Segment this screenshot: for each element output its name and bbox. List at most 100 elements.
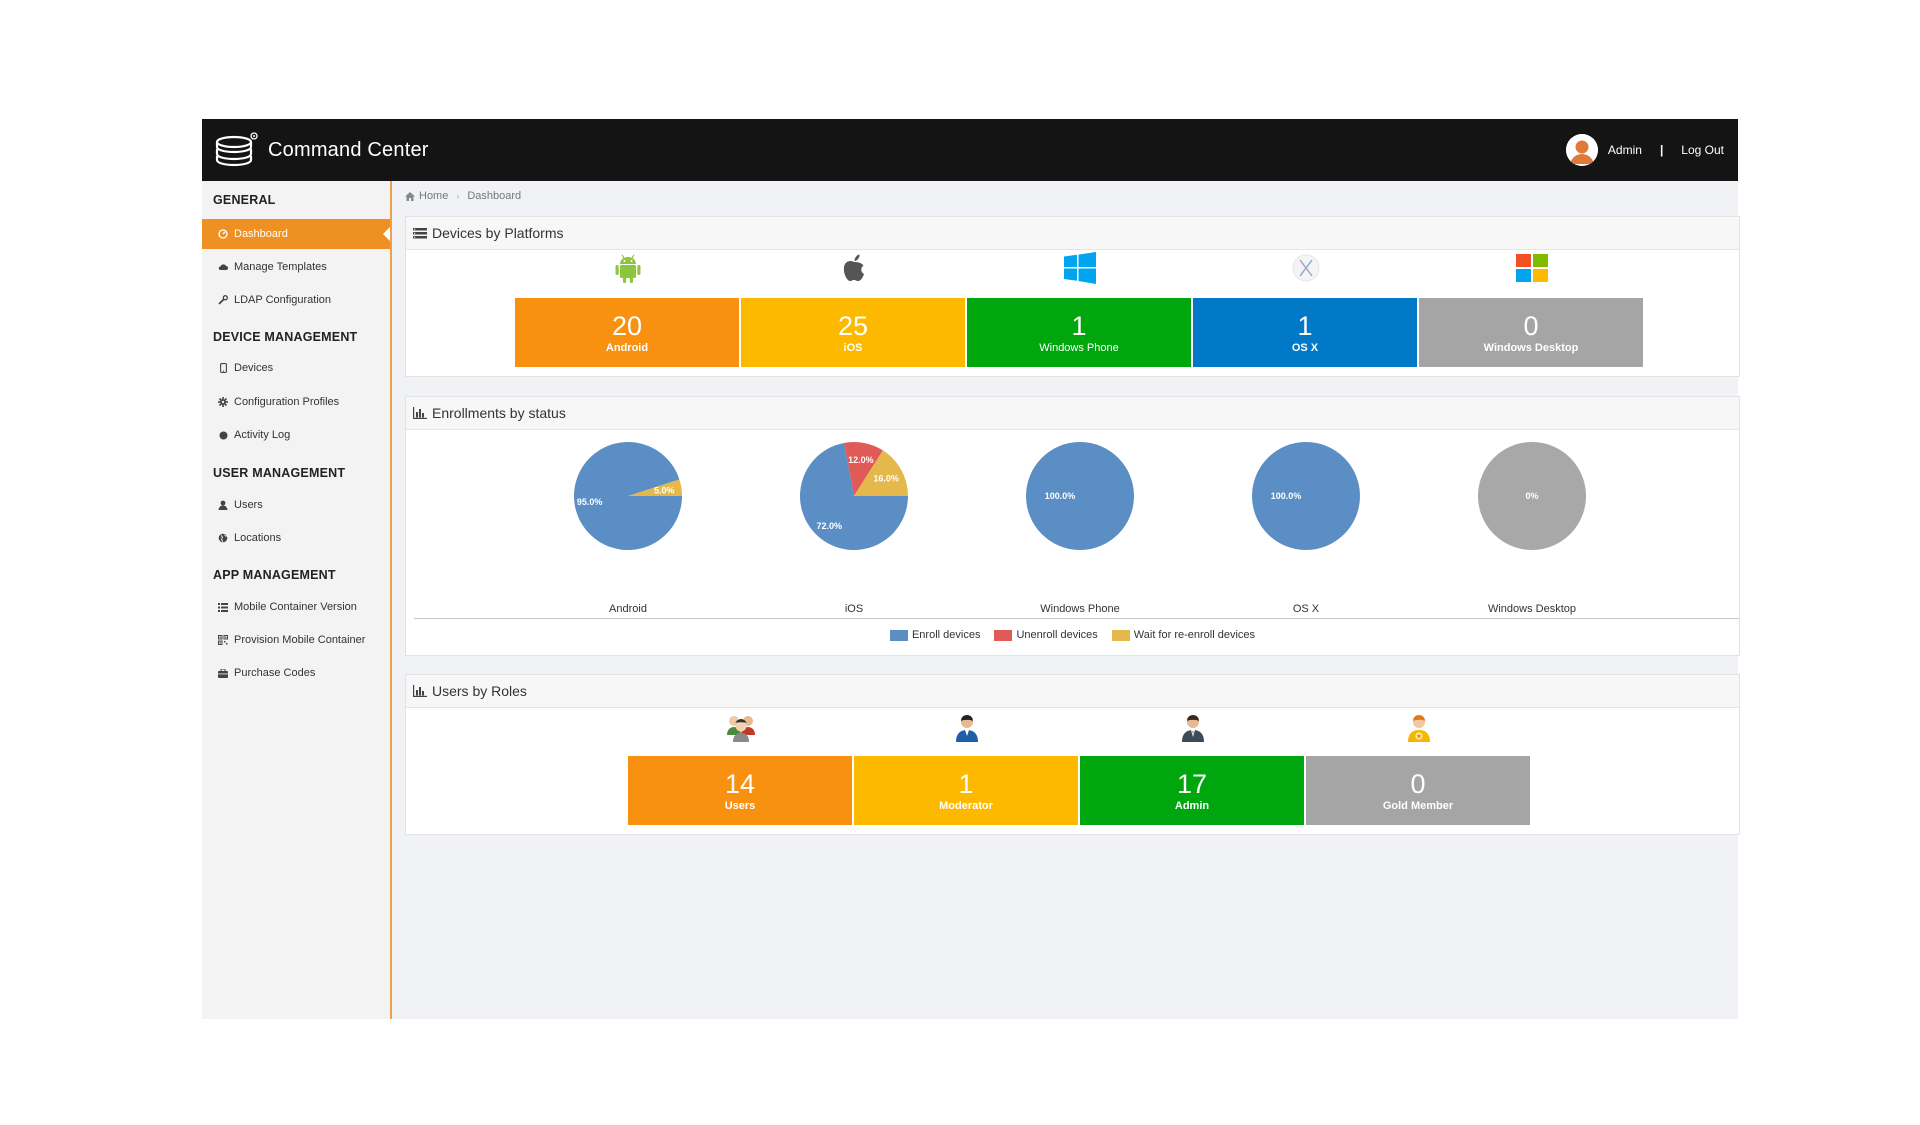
tile-label: Users <box>724 799 756 812</box>
user-name-link[interactable]: Admin <box>1607 143 1642 157</box>
platform-tile-osx[interactable]: 1 OS X <box>1193 298 1417 367</box>
legend-item-enroll[interactable]: Enroll devices <box>889 629 981 641</box>
pie-slice[interactable] <box>843 442 883 496</box>
bar-chart-icon <box>413 407 427 419</box>
role-icon-row <box>628 709 1532 747</box>
pie-slice-label: 16.0% <box>873 473 899 483</box>
sidebar-item-label: Users <box>234 499 263 511</box>
sidebar-item-label: Purchase Codes <box>234 667 316 679</box>
dashboard-icon <box>218 229 228 239</box>
platform-tile-android[interactable]: 20 Android <box>515 298 739 367</box>
pie-chart-4: 0% Windows Desktop <box>1419 429 1645 615</box>
app-window: Command Center Admin | Log Out GENERAL D… <box>202 119 1740 1019</box>
pie-svg: 0% <box>1478 442 1586 550</box>
sidebar-item-devices[interactable]: Devices <box>202 353 390 383</box>
windows-color-icon <box>1419 249 1645 287</box>
tile-value: 0 <box>1523 310 1539 341</box>
sidebar-item-locations[interactable]: Locations <box>202 523 390 553</box>
list-icon <box>218 602 228 612</box>
globe-icon <box>218 533 228 543</box>
tile-label: Android <box>605 341 649 354</box>
pie-slice-label: 0% <box>1525 491 1538 501</box>
windows-icon <box>967 249 1193 287</box>
pie-slice-label: 72.0% <box>816 521 842 531</box>
sidebar-item-provision-mobile-container[interactable]: Provision Mobile Container <box>202 625 390 655</box>
sidebar-item-label: Dashboard <box>234 228 288 240</box>
sidebar-item-purchase-codes[interactable]: Purchase Codes <box>202 658 390 688</box>
pie-svg: 100.0% <box>1252 442 1360 550</box>
pie-slice[interactable] <box>1478 442 1586 550</box>
sidebar-item-manage-templates[interactable]: Manage Templates <box>202 252 390 282</box>
users-group-icon <box>628 709 854 747</box>
pie-chart-1: 12.0% 16.0% 72.0% iOS <box>741 429 967 615</box>
android-icon <box>515 249 741 287</box>
pie-slice[interactable] <box>854 450 908 496</box>
pie-chart-name: OS X <box>1292 603 1320 615</box>
pie-slice[interactable] <box>800 442 908 550</box>
platform-tiles: 20 Android 25 iOS 1 Windows Phone 1 OS X… <box>515 298 1645 367</box>
breadcrumb: Home › Dashboard <box>405 190 521 202</box>
legend-label: Enroll devices <box>911 629 981 641</box>
pie-chart-name: Android <box>609 603 647 615</box>
briefcase-icon <box>218 668 228 678</box>
role-tile-gold-member[interactable]: 0 Gold Member <box>1306 756 1530 825</box>
apple-icon <box>741 249 967 287</box>
tile-label: iOS <box>843 341 863 354</box>
osx-icon <box>1193 249 1419 287</box>
breadcrumb-chevron-icon: › <box>456 191 460 201</box>
tile-value: 17 <box>1176 768 1208 799</box>
sidebar-item-label: LDAP Configuration <box>234 294 332 306</box>
pie-svg: 5.0% 95.0% <box>574 442 682 550</box>
pie-slice[interactable] <box>574 442 682 550</box>
avatar-person-icon <box>1565 134 1598 166</box>
pie-chart-0: 5.0% 95.0% Android <box>515 429 741 615</box>
pie-slice[interactable] <box>628 479 682 496</box>
moderator-icon <box>854 709 1080 747</box>
sidebar-section-general: GENERAL <box>213 193 276 207</box>
role-tile-users[interactable]: 14 Users <box>628 756 852 825</box>
tile-label: Moderator <box>939 799 993 812</box>
command-center-logo-icon[interactable] <box>210 130 262 170</box>
pie-slice[interactable] <box>1026 442 1134 550</box>
breadcrumb-home-link[interactable]: Home <box>419 190 449 202</box>
role-tile-moderator[interactable]: 1 Moderator <box>854 756 1078 825</box>
tile-value: 1 <box>958 768 974 799</box>
panel-title: Users by Roles <box>432 683 527 699</box>
sidebar-item-dashboard[interactable]: Dashboard <box>202 219 390 249</box>
platform-icon-row <box>515 249 1645 287</box>
user-avatar[interactable] <box>1565 134 1598 166</box>
role-tile-admin[interactable]: 17 Admin <box>1080 756 1304 825</box>
tile-value: 0 <box>1410 768 1426 799</box>
user-separator: | <box>1659 143 1664 157</box>
sidebar-item-label: Devices <box>234 362 274 374</box>
gold-member-icon <box>1306 709 1532 747</box>
pie-slice[interactable] <box>1252 442 1360 550</box>
sidebar-item-configuration-profiles[interactable]: Configuration Profiles <box>202 387 390 417</box>
tile-value: 25 <box>837 310 869 341</box>
cloud-icon <box>218 262 228 272</box>
sidebar-item-activity-log[interactable]: Activity Log <box>202 420 390 450</box>
sidebar-item-ldap-configuration[interactable]: LDAP Configuration <box>202 285 390 315</box>
platform-tile-windows-phone[interactable]: 1 Windows Phone <box>967 298 1191 367</box>
pie-slice-label: 95.0% <box>577 497 603 507</box>
sidebar-section-app-management: APP MANAGEMENT <box>213 568 336 582</box>
legend-item-wait-reenroll[interactable]: Wait for re-enroll devices <box>1111 629 1255 641</box>
tile-label: OS X <box>1291 341 1319 354</box>
devices-by-platforms-header: Devices by Platforms <box>406 217 1739 250</box>
users-by-roles-header: Users by Roles <box>406 675 1739 708</box>
logout-link[interactable]: Log Out <box>1681 143 1724 157</box>
breadcrumb-current: Dashboard <box>467 190 522 202</box>
platform-tile-ios[interactable]: 25 iOS <box>741 298 965 367</box>
platform-tile-windows-desktop[interactable]: 0 Windows Desktop <box>1419 298 1643 367</box>
user-icon <box>218 500 228 510</box>
gear-icon <box>218 397 228 407</box>
sidebar-item-users[interactable]: Users <box>202 490 390 520</box>
app-title: Command Center <box>268 139 429 161</box>
record-icon <box>218 430 228 440</box>
pie-chart-2: 100.0% Windows Phone <box>967 429 1193 615</box>
sidebar-item-label: Activity Log <box>234 429 291 441</box>
legend-item-unenroll[interactable]: Unenroll devices <box>994 629 1098 641</box>
sidebar-item-mobile-container-version[interactable]: Mobile Container Version <box>202 592 390 622</box>
tile-value: 1 <box>1297 310 1313 341</box>
pie-slice-label: 12.0% <box>848 455 874 465</box>
